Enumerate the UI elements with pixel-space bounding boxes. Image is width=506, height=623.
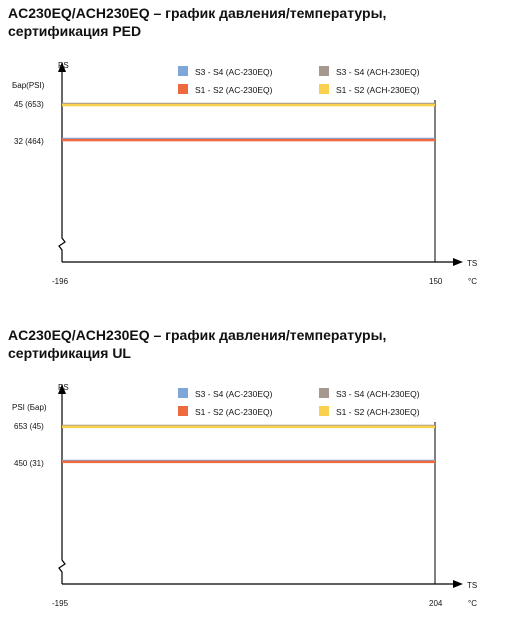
y-axis-line <box>58 68 66 262</box>
legend-swatch <box>178 406 188 416</box>
y-tick-label: 450 (31) <box>14 459 44 468</box>
legend-label: S1 - S2 (AC-230EQ) <box>195 85 273 95</box>
legend-swatch <box>319 406 329 416</box>
legend-swatch <box>178 388 188 398</box>
series-line <box>62 460 435 464</box>
x-tick-label: -195 <box>52 599 69 608</box>
series-line <box>62 138 435 142</box>
chart-panel-ul: AC230EQ/ACH230EQ – график давления/темпе… <box>0 322 506 622</box>
x-axis-name: TS <box>467 259 477 268</box>
legend-label: S1 - S2 (ACH-230EQ) <box>336 85 420 95</box>
legend-swatch <box>178 66 188 76</box>
chart-panel-ped: AC230EQ/ACH230EQ – график давления/темпе… <box>0 0 506 300</box>
legend-label: S1 - S2 (AC-230EQ) <box>195 407 273 417</box>
legend-swatch <box>178 84 188 94</box>
x-axis-name: TS <box>467 581 477 590</box>
y-unit-label: PSI (Бар) <box>12 403 47 412</box>
legend-swatch <box>319 84 329 94</box>
chart-title-line1: AC230EQ/ACH230EQ – график давления/темпе… <box>8 327 387 343</box>
x-unit-label: °C <box>468 599 477 608</box>
chart-title: AC230EQ/ACH230EQ – график давления/темпе… <box>8 326 386 362</box>
x-unit-label: °C <box>468 277 477 286</box>
x-tick-label: -196 <box>52 277 69 286</box>
y-unit-label: Бар(PSI) <box>12 81 45 90</box>
chart-title-line2: сертификация PED <box>8 23 142 39</box>
y-axis-arrow-icon <box>58 384 66 394</box>
legend-label: S3 - S4 (AC-230EQ) <box>195 389 273 399</box>
legend-swatch <box>319 388 329 398</box>
chart-title: AC230EQ/ACH230EQ – график давления/темпе… <box>8 4 386 40</box>
legend-label: S3 - S4 (AC-230EQ) <box>195 67 273 77</box>
legend-label: S1 - S2 (ACH-230EQ) <box>336 407 420 417</box>
x-tick-label: 204 <box>429 599 443 608</box>
x-tick-label: 150 <box>429 277 443 286</box>
y-tick-label: 45 (653) <box>14 100 44 109</box>
legend-label: S3 - S4 (ACH-230EQ) <box>336 389 420 399</box>
chart-title-line1: AC230EQ/ACH230EQ – график давления/темпе… <box>8 5 387 21</box>
x-axis-arrow-icon <box>453 580 463 588</box>
y-tick-label: 653 (45) <box>14 422 44 431</box>
y-axis-arrow-icon <box>58 62 66 72</box>
series-line <box>62 103 435 107</box>
chart-title-line2: сертификация UL <box>8 345 131 361</box>
x-axis-arrow-icon <box>453 258 463 266</box>
legend-label: S3 - S4 (ACH-230EQ) <box>336 67 420 77</box>
series-line <box>62 425 435 429</box>
legend-swatch <box>319 66 329 76</box>
y-tick-label: 32 (464) <box>14 137 44 146</box>
y-axis-line <box>58 390 66 584</box>
